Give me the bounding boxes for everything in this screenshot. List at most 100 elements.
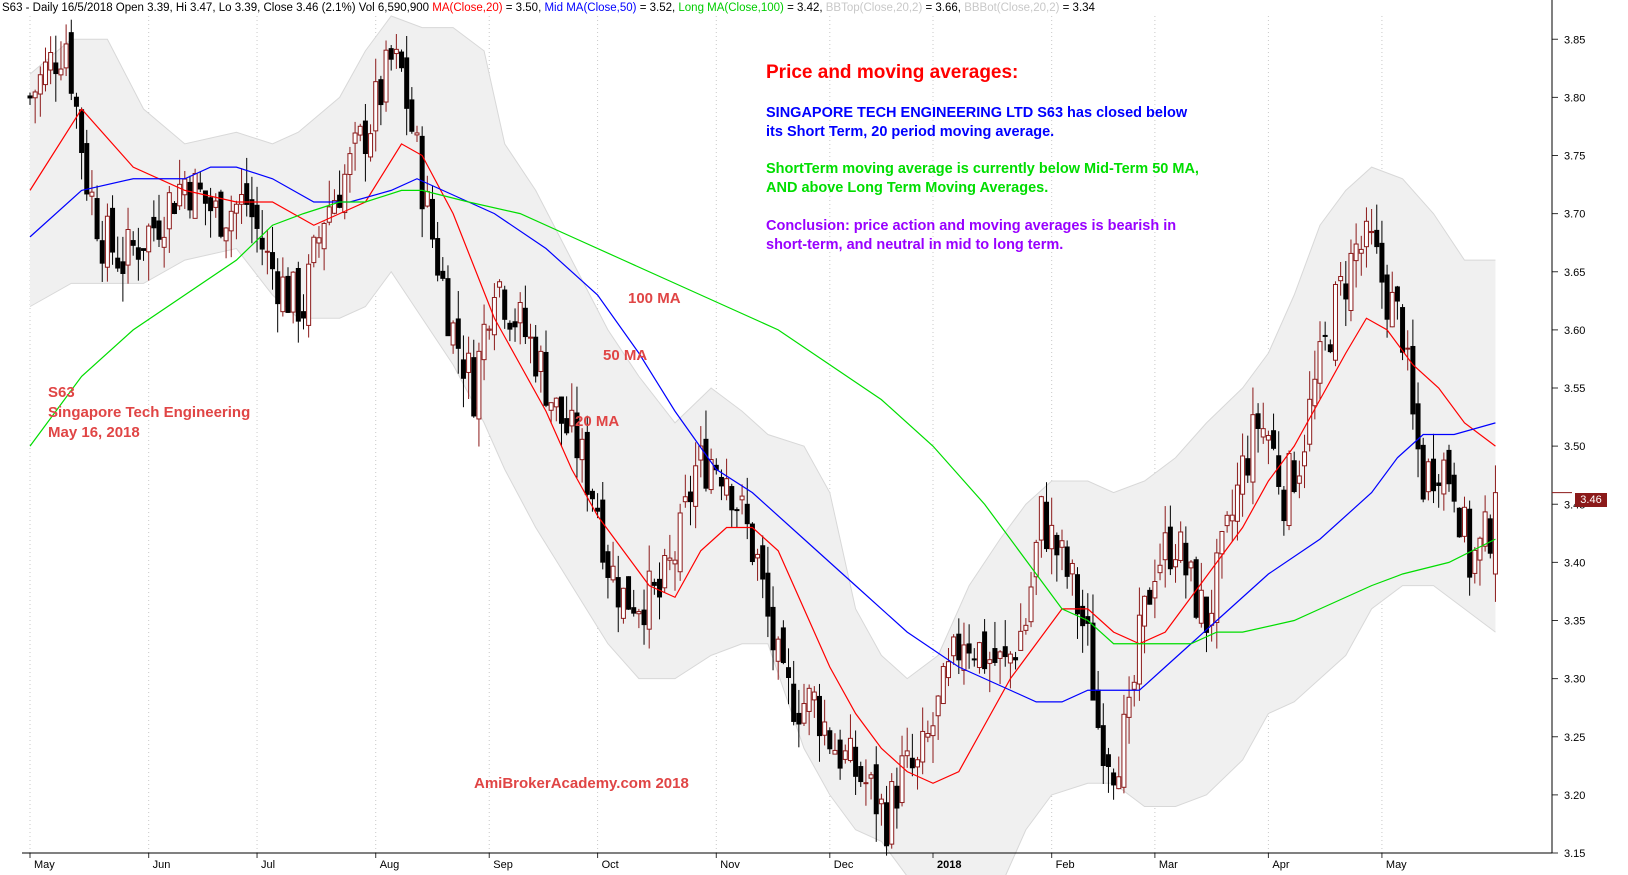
- candle-body: [780, 627, 786, 664]
- stock-label-line: May 16, 2018: [48, 424, 140, 441]
- y-tick-label: 3.25: [1564, 732, 1585, 744]
- candle-body: [177, 183, 183, 207]
- y-tick-label: 3.60: [1564, 325, 1585, 337]
- candle-body: [270, 252, 276, 270]
- candle-body: [1296, 475, 1302, 484]
- ma100-label: 100 MA: [628, 290, 681, 307]
- candle-body: [1265, 435, 1271, 441]
- candle-body: [672, 559, 678, 565]
- candle-body: [1147, 589, 1153, 605]
- candle-body: [1018, 630, 1024, 651]
- candle-body: [522, 307, 528, 338]
- candle-body: [1431, 458, 1437, 492]
- x-tick-label: Nov: [720, 859, 740, 871]
- candle-body: [440, 270, 446, 279]
- candle-body: [1111, 772, 1117, 786]
- candle-body: [239, 194, 245, 205]
- annotation-green: ShortTerm moving average is currently be…: [766, 160, 1199, 198]
- candle-body: [718, 476, 724, 487]
- ma100-line: [29, 189, 1496, 645]
- candle-body: [99, 240, 105, 264]
- candle-body: [662, 555, 668, 589]
- candle-body: [73, 96, 79, 107]
- candle-body: [141, 248, 147, 251]
- candle-body: [930, 725, 936, 737]
- candle-layer: [27, 19, 1498, 856]
- candle-body: [1198, 589, 1204, 624]
- candle-body: [1276, 455, 1282, 487]
- candle-body: [1255, 413, 1261, 429]
- candle-body: [1090, 622, 1096, 701]
- header-segment-bbtop: BBTop(Close,20,2): [825, 2, 923, 14]
- candle-body: [533, 336, 539, 377]
- candle-body: [357, 125, 363, 136]
- candle-body: [414, 132, 420, 136]
- moving-average-layer: [29, 108, 1496, 784]
- last-price-tag: 3.46: [1575, 493, 1607, 507]
- candle-body: [884, 802, 890, 847]
- candle-body: [564, 418, 570, 434]
- candle-body: [744, 503, 750, 525]
- header-segment: = 3.66,: [922, 2, 965, 14]
- candle-body: [419, 135, 425, 210]
- y-tick-label: 3.15: [1564, 848, 1585, 860]
- candle-body: [171, 202, 177, 215]
- candle-body: [1461, 506, 1467, 537]
- candle-body: [1451, 474, 1457, 502]
- candle-body: [687, 491, 693, 503]
- candle-body: [104, 215, 110, 268]
- candle-body: [615, 577, 621, 608]
- candle-body: [755, 553, 761, 559]
- x-tick-label: Oct: [602, 859, 619, 871]
- candle-body: [1405, 347, 1411, 350]
- x-tick-label: May: [1386, 859, 1407, 871]
- candle-body: [837, 739, 843, 769]
- x-tick-label: Mar: [1159, 859, 1178, 871]
- candle-body: [945, 661, 951, 679]
- candle-body: [651, 581, 657, 586]
- candle-body: [1492, 492, 1498, 575]
- candle-body: [956, 633, 962, 661]
- candle-body: [89, 191, 95, 197]
- candle-body: [1069, 562, 1075, 575]
- ma20-line: [29, 108, 1496, 784]
- candle-body: [1477, 537, 1483, 561]
- x-tick-label: 2018: [937, 859, 961, 871]
- annotation-blue: SINGAPORE TECH ENGINEERING LTD S63 has c…: [766, 104, 1187, 142]
- candle-body: [300, 311, 306, 319]
- candle-body: [558, 396, 564, 424]
- candle-body: [94, 198, 100, 240]
- candle-body: [1436, 482, 1442, 486]
- candle-body: [1441, 459, 1447, 495]
- bollinger-band-layer: [29, 15, 1496, 875]
- candle-body: [1028, 586, 1034, 623]
- candle-body: [1080, 605, 1086, 627]
- candle-body: [858, 766, 864, 783]
- header-segment-bbbot: BBBot(Close,20,2): [964, 2, 1060, 14]
- candle-body: [832, 749, 838, 755]
- candle-body: [801, 703, 807, 724]
- candle-body: [399, 51, 405, 69]
- candle-body: [951, 636, 957, 657]
- candle-body: [842, 750, 848, 760]
- candle-body: [1281, 489, 1287, 522]
- stock-label-line: S63: [48, 384, 75, 401]
- y-tick-label: 3.85: [1564, 34, 1585, 46]
- candle-body: [244, 183, 250, 205]
- candle-body: [1327, 344, 1333, 353]
- candle-body: [631, 607, 637, 614]
- candle-body: [352, 132, 358, 144]
- candle-body: [997, 651, 1003, 659]
- candle-body: [1126, 696, 1132, 718]
- annotation-blue-line: SINGAPORE TECH ENGINEERING LTD S63 has c…: [766, 105, 1188, 121]
- candle-body: [1105, 754, 1111, 767]
- candle-body: [120, 261, 126, 274]
- candle-body: [1312, 378, 1318, 407]
- candle-body: [1162, 532, 1168, 561]
- candle-body: [275, 271, 281, 305]
- annotation-title: Price and moving averages:: [766, 62, 1019, 83]
- candle-body: [362, 120, 368, 155]
- candle-body: [822, 721, 828, 736]
